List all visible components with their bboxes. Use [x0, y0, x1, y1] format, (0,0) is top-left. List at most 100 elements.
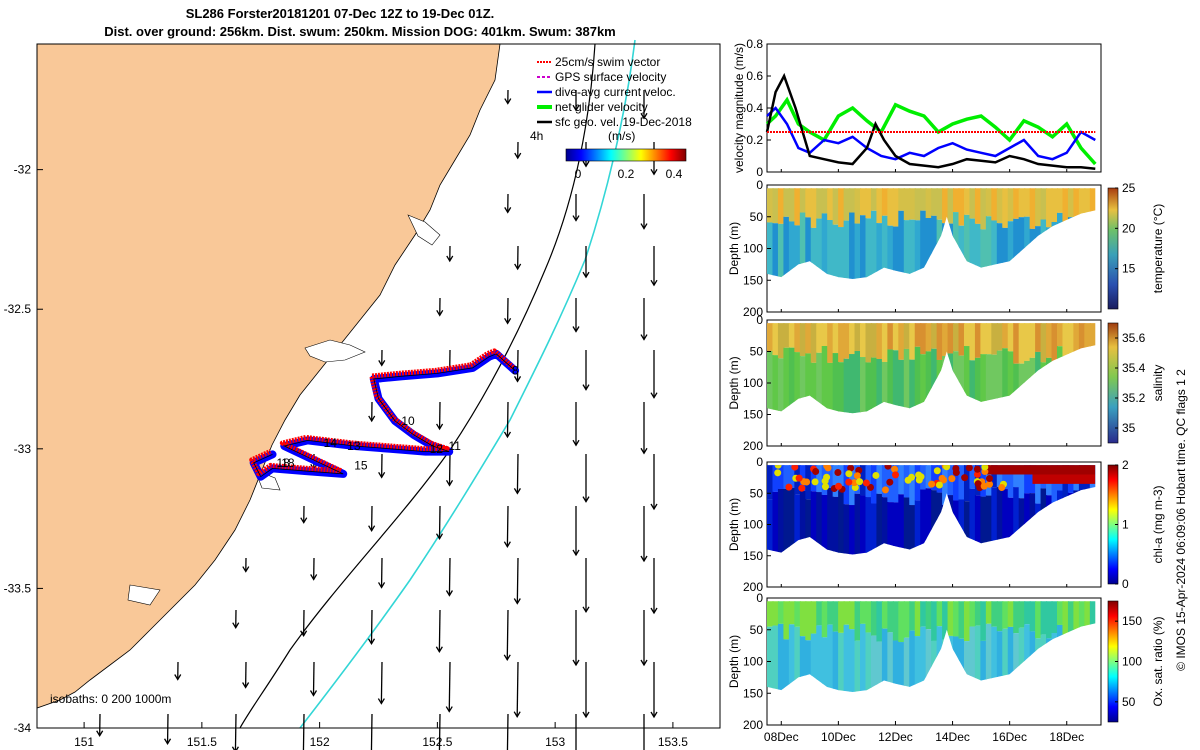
temperature-colorbar-tick-label: 15 — [1122, 262, 1136, 276]
land-area — [36, 43, 501, 709]
plot-title-line1: SL286 Forster20181201 07-Dec 12Z to 19-D… — [185, 6, 495, 21]
isobath-200m — [239, 43, 596, 729]
oxygen-y-tick-label: 0 — [756, 591, 763, 605]
legend-label: net glider velocity — [555, 100, 648, 114]
velocity-y-tick-label: 0.6 — [746, 69, 763, 83]
temperature-y-tick-label: 150 — [743, 273, 763, 287]
current-vector-head — [640, 334, 648, 341]
temperature-colorbar-tick-label: 20 — [1122, 221, 1136, 235]
map-x-tick-label: 151.5 — [187, 735, 217, 749]
current-vector-head — [650, 168, 658, 176]
current-vector-head — [582, 711, 590, 719]
day-label: 8 — [512, 364, 519, 378]
isobath-1000m — [299, 39, 636, 729]
date-x-tick-label: 16Dec — [992, 730, 1027, 744]
current-vector-head — [513, 598, 521, 605]
velocity-y-axis-label: velocity magnitude (m/s) — [732, 43, 746, 173]
salinity-y-tick-label: 100 — [743, 376, 763, 390]
current-vector-shaft — [516, 661, 519, 717]
current-vector-head — [435, 533, 444, 540]
map-y-tick-label: -33 — [14, 442, 32, 456]
current-vector-head — [367, 638, 376, 646]
map-y-tick-label: -34 — [14, 721, 32, 735]
current-vector-head — [378, 360, 386, 367]
salinity-colorbar-tick-label: 35 — [1122, 421, 1136, 435]
chla-y-tick-label: 200 — [743, 580, 763, 594]
glider-track-swim — [249, 348, 515, 477]
velocity-y-tick-label: 0 — [756, 165, 763, 179]
current-vector-shaft — [234, 713, 237, 750]
date-x-tick-label: 14Dec — [935, 730, 970, 744]
current-vector-head — [445, 480, 454, 487]
day-label: 11 — [448, 439, 461, 453]
current-vector-head — [572, 549, 580, 557]
day-label: 14 — [324, 436, 338, 450]
estuary — [407, 214, 441, 246]
salinity-y-tick-label: 200 — [743, 439, 763, 453]
current-vector-head — [368, 415, 376, 423]
current-vector-head — [582, 160, 590, 168]
date-x-tick-label: 12Dec — [878, 730, 913, 744]
current-vector-head — [640, 447, 648, 455]
current-vector-head — [513, 376, 522, 383]
chla-y-tick-label: 0 — [756, 455, 763, 469]
current-vector-shaft — [516, 557, 519, 604]
current-vector-shaft — [380, 661, 383, 704]
current-vector-head — [640, 223, 648, 230]
map-y-tick-label: -32.5 — [4, 302, 32, 316]
current-vector-head — [377, 698, 385, 705]
current-vector-head — [650, 607, 658, 615]
oxygen-colorbar-tick-label: 150 — [1122, 614, 1142, 628]
current-vector-head — [650, 711, 658, 719]
oxygen-y-tick-label: 50 — [750, 623, 764, 637]
glider-track-line — [253, 353, 516, 478]
current-vector-head — [650, 503, 658, 511]
salinity-colorbar-tick-label: 35.4 — [1122, 361, 1146, 375]
salinity-colorbar — [1107, 322, 1119, 444]
day-label: 12 — [430, 442, 444, 456]
current-vector-head — [300, 630, 308, 638]
date-x-tick-label: 08Dec — [764, 730, 799, 744]
chla-y-axis-label: Depth (m) — [727, 498, 741, 551]
salinity-y-axis-label: Depth (m) — [727, 356, 741, 409]
salinity-colorbar-label: salinity — [1151, 365, 1165, 402]
colorbar-tick-label: 0 — [575, 167, 582, 181]
temperature-y-tick-label: 100 — [743, 242, 763, 256]
current-vector-head — [435, 646, 443, 654]
colorbar-tick-label: 0.4 — [666, 167, 683, 181]
oxygen-colorbar-tick-label: 50 — [1122, 695, 1136, 709]
oxygen-colorbar-tick-label: 100 — [1122, 655, 1142, 669]
current-vector-head — [163, 738, 172, 746]
current-vector-head — [650, 392, 658, 399]
current-vector-shaft — [312, 661, 315, 696]
salinity-y-tick-label: 50 — [750, 345, 764, 359]
oxygen-colorbar-label: Ox. sat. ratio (%) — [1151, 616, 1165, 706]
day-label: 13 — [347, 439, 361, 453]
temperature-colorbar-tick-label: 25 — [1122, 181, 1136, 195]
chla-colorbar-tick-label: 2 — [1122, 458, 1129, 472]
temperature-y-tick-label: 50 — [750, 210, 764, 224]
velocity-y-tick-label: 0.8 — [746, 37, 763, 51]
velocity-series-sfc_geo — [765, 72, 1096, 171]
current-vector-head — [640, 555, 648, 563]
current-vector-head — [582, 606, 590, 614]
chla-colorbar-tick-label: 1 — [1122, 518, 1129, 532]
oxygen-y-tick-label: 200 — [743, 718, 763, 732]
colorbar-tick-label: 0.2 — [618, 167, 635, 181]
current-vector-shaft — [506, 713, 509, 750]
current-vector-head — [446, 255, 454, 263]
footer-credit: © IMOS 15-Apr-2024 06:09:06 Hobart time.… — [1174, 369, 1188, 671]
legend-label: GPS surface velocity — [555, 70, 666, 84]
temperature-colorbar — [1107, 187, 1119, 310]
chla-y-tick-label: 50 — [750, 486, 764, 500]
current-vector-head — [582, 384, 590, 391]
current-vector-head — [310, 574, 318, 581]
current-vector-head — [436, 423, 444, 431]
current-vector-head — [572, 326, 580, 333]
current-vector-shaft — [516, 453, 519, 494]
current-vector-head — [503, 431, 512, 439]
estuary — [127, 584, 161, 606]
current-vector-head — [445, 590, 453, 597]
date-x-tick-label: 10Dec — [821, 730, 856, 744]
